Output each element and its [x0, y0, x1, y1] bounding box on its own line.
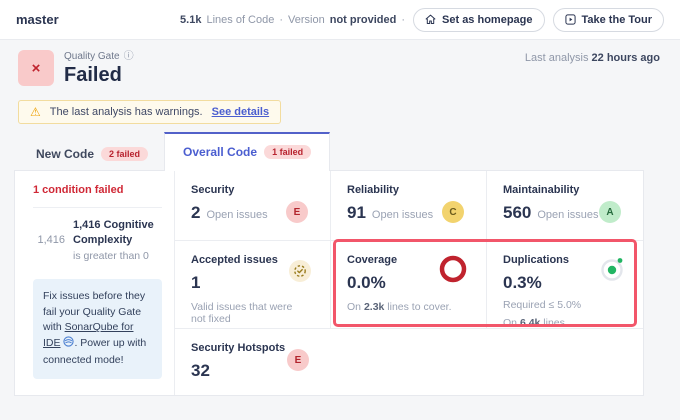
maintainability-rating-badge: A — [599, 201, 621, 223]
coverage-note-prefix: On — [347, 301, 362, 313]
promo-text-before: Fix issues before they fail your Quality… — [43, 289, 146, 334]
reliability-issues-link[interactable]: 91 Open issues — [347, 203, 460, 223]
branch-name: master — [16, 12, 59, 27]
duplications-label: Duplications — [503, 254, 570, 266]
security-hotspots-link[interactable]: 32 — [191, 361, 305, 381]
reliability-suffix: Open issues — [371, 209, 434, 221]
maintainability-label: Maintainability — [503, 184, 580, 196]
sonarqube-ide-link[interactable]: SonarQube for IDE — [43, 321, 134, 350]
analysis-warning-banner: ⚠ The last analysis has warnings. See de… — [18, 100, 282, 124]
sonarqube-ide-icon — [63, 336, 75, 353]
coverage-link[interactable]: 0.0% — [347, 273, 460, 293]
tab-new-code-badge: 2 failed — [101, 147, 149, 161]
loc-label: Lines of Code — [206, 13, 275, 26]
version-label: Version — [288, 13, 325, 26]
overall-code-panel: 1 condition failed 1,416 1,416 Cognitive… — [14, 170, 644, 396]
failed-status-icon: × — [18, 50, 54, 86]
top-bar-meta: 5.1k Lines of Code · Version not provide… — [180, 7, 664, 32]
coverage-note: On 2.3k lines to cover. — [347, 301, 460, 313]
tab-new-code-label: New Code — [36, 147, 95, 161]
duplications-value: 0.3% — [503, 273, 542, 292]
play-icon — [564, 14, 576, 25]
accepted-issues-link[interactable]: 1 — [191, 273, 304, 293]
security-rating-badge: E — [286, 201, 308, 223]
tab-overall-code[interactable]: Overall Code 1 failed — [164, 132, 331, 171]
accepted-issues-label: Accepted issues — [191, 254, 278, 266]
tab-overall-code-badge: 1 failed — [264, 145, 312, 159]
security-hotspots-card: Security Hotspots 32 E — [175, 328, 331, 395]
sonarqube-ide-promo: Fix issues before they fail your Quality… — [33, 278, 162, 379]
version-value: not provided — [329, 13, 397, 26]
see-details-link[interactable]: See details — [211, 106, 270, 118]
separator: · — [279, 13, 284, 26]
metrics-grid: Security 2 Open issues E Reliability 91 … — [175, 171, 643, 395]
reliability-rating-badge: C — [442, 201, 464, 223]
separator: · — [401, 13, 406, 26]
quality-gate-label: Quality Gate — [64, 51, 120, 62]
condition-row[interactable]: 1,416 1,416 Cognitive Complexity is grea… — [33, 218, 162, 263]
tab-new-code[interactable]: New Code 2 failed — [20, 138, 164, 170]
maintainability-issues-link[interactable]: 560 Open issues — [503, 203, 617, 223]
last-analysis-label: Last analysis — [524, 52, 589, 64]
lines-of-code: 5.1k Lines of Code · Version not provide… — [180, 14, 405, 26]
security-hotspots-label: Security Hotspots — [191, 342, 286, 354]
security-issues-link[interactable]: 2 Open issues — [191, 203, 304, 223]
top-bar: master 5.1k Lines of Code · Version not … — [0, 0, 680, 40]
reliability-card: Reliability 91 Open issues C — [331, 171, 487, 240]
quality-gate-header: × Quality Gate ⓘ Failed Last analysis 22… — [0, 40, 680, 87]
quality-gate-status: Failed — [64, 64, 122, 86]
warning-text: The last analysis has warnings. — [49, 106, 203, 118]
set-homepage-button[interactable]: Set as homepage — [413, 7, 545, 32]
last-analysis: Last analysis 22 hours ago — [525, 52, 660, 64]
quality-gate-title-block: Quality Gate ⓘ Failed — [64, 50, 134, 87]
condition-metric: 1,416 Cognitive Complexity is greater th… — [73, 218, 162, 263]
take-tour-button[interactable]: Take the Tour — [552, 7, 664, 32]
accepted-issues-note: Valid issues that were not fixed — [191, 301, 293, 325]
empty-cell — [487, 328, 643, 395]
condition-rule: is greater than 0 — [73, 249, 149, 262]
duplications-link[interactable]: 0.3% — [503, 273, 617, 293]
coverage-label: Coverage — [347, 254, 398, 266]
tab-overall-code-label: Overall Code — [183, 145, 258, 159]
condition-value: 1,416 — [37, 234, 65, 247]
duplications-required: Required ≤ 5.0% — [503, 299, 582, 311]
maintainability-value: 560 — [503, 203, 532, 222]
loc-value: 5.1k — [180, 13, 202, 26]
maintainability-suffix: Open issues — [537, 209, 599, 221]
code-tabs: New Code 2 failed Overall Code 1 failed — [20, 132, 680, 171]
duplications-card: Duplications 0.3% Required ≤ 5.0% On 6.4… — [487, 240, 643, 329]
info-icon[interactable]: ⓘ — [123, 50, 134, 62]
take-tour-label: Take the Tour — [581, 13, 653, 26]
close-icon: × — [31, 59, 41, 77]
home-icon — [425, 14, 436, 25]
coverage-note-lines: 2.3k — [363, 301, 385, 313]
reliability-label: Reliability — [347, 184, 399, 196]
promo-text-after: . Power up with connected mode! — [43, 337, 147, 366]
security-suffix: Open issues — [206, 209, 268, 221]
security-value: 2 — [191, 203, 201, 222]
maintainability-card: Maintainability 560 Open issues A — [487, 171, 643, 240]
failed-conditions-sidebar: 1 condition failed 1,416 1,416 Cognitive… — [15, 171, 175, 395]
quality-gate-label-row: Quality Gate ⓘ — [64, 51, 134, 62]
divider — [33, 207, 162, 208]
warning-icon: ⚠ — [30, 105, 41, 119]
empty-cell — [331, 328, 487, 395]
security-hotspots-value: 32 — [191, 361, 210, 380]
accepted-issues-value: 1 — [191, 273, 201, 292]
condition-metric-name: 1,416 Cognitive Complexity — [73, 219, 154, 246]
accepted-issues-card: Accepted issues 1 Valid issues that were… — [175, 240, 331, 328]
set-homepage-label: Set as homepage — [442, 13, 533, 26]
security-hotspots-rating-badge: E — [287, 349, 309, 371]
last-analysis-value: 22 hours ago — [591, 52, 660, 64]
duplications-ring-icon — [599, 256, 625, 287]
accepted-issues-icon — [288, 259, 312, 288]
reliability-value: 91 — [347, 203, 366, 222]
conditions-title: 1 condition failed — [33, 184, 124, 196]
security-card: Security 2 Open issues E — [175, 171, 331, 240]
coverage-note-suffix: lines to cover. — [387, 301, 452, 313]
coverage-card: Coverage 0.0% On 2.3k lines to cover. — [331, 240, 487, 328]
coverage-ring-icon — [438, 254, 468, 289]
coverage-value: 0.0% — [347, 273, 386, 292]
security-label: Security — [191, 184, 235, 196]
